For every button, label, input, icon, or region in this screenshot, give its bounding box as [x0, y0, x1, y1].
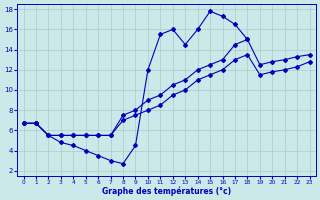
X-axis label: Graphe des températures (°c): Graphe des températures (°c)	[102, 186, 231, 196]
